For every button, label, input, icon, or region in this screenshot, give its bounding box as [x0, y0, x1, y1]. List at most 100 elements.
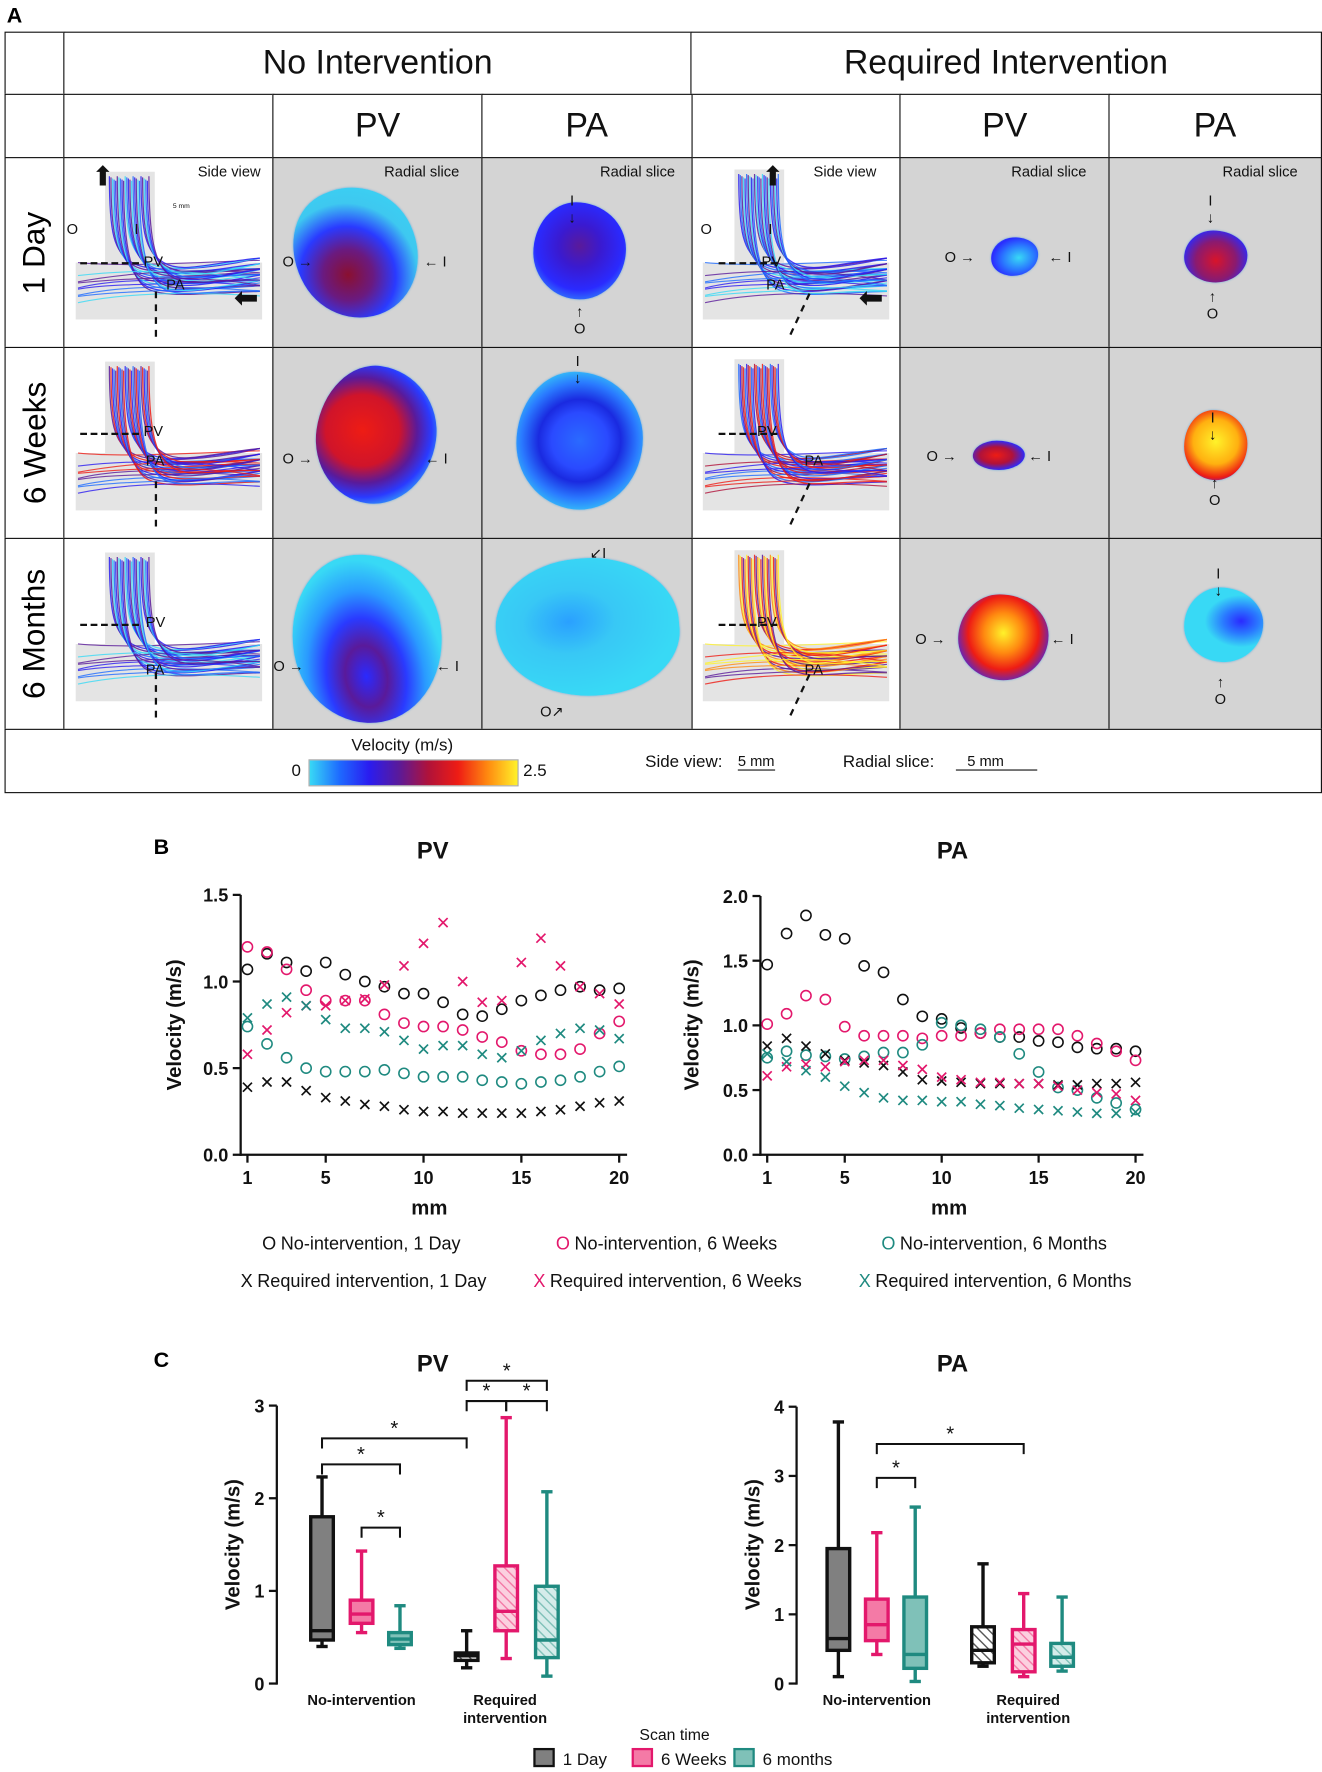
arrow-icon: → [956, 248, 975, 266]
data-point-cross [1033, 1078, 1044, 1089]
significance-bracket [321, 1463, 402, 1475]
x-tick-label: 10 [413, 1168, 433, 1188]
data-point-circle [300, 1062, 313, 1075]
circle-marker-icon: O [262, 1234, 277, 1255]
inlet-arrow-label: ← I [1049, 249, 1072, 266]
column-header-pa: PA [481, 93, 693, 159]
data-point-circle [916, 1010, 929, 1023]
data-point-circle [800, 909, 812, 922]
data-point-circle [897, 1046, 909, 1059]
side-view-cell: PV PA [690, 537, 902, 731]
y-tick-label: 3 [774, 1467, 784, 1487]
data-point-circle [574, 1070, 586, 1083]
outlet-arrow-label: ↑ O [574, 303, 585, 337]
data-point-cross [762, 1040, 773, 1052]
arrow-letter: O [1214, 690, 1227, 708]
data-point-cross [878, 1092, 889, 1103]
velocity-radial-slice [1184, 230, 1248, 283]
pa-section-line [154, 672, 158, 718]
streamline [127, 368, 260, 465]
arrow-icon: ← [436, 657, 455, 675]
data-point-circle [1071, 1029, 1084, 1042]
streamline [769, 174, 888, 269]
streamline [772, 557, 888, 657]
data-point-cross [762, 1048, 773, 1059]
data-point-cross [340, 1095, 351, 1107]
side-view-label: Side view [197, 162, 261, 180]
data-point-cross [516, 957, 527, 968]
x-tick-label: 15 [1029, 1168, 1049, 1188]
colorbar-title: Velocity (m/s) [351, 735, 454, 755]
data-point-circle [593, 984, 606, 997]
panel-letter-b: B [153, 836, 170, 860]
column-header-pa: PA [1108, 93, 1322, 159]
velocity-radial-slice [533, 202, 626, 300]
arrow-letter: O [915, 630, 927, 648]
data-point-circle [241, 940, 254, 953]
data-point-circle [897, 993, 909, 1006]
pa-section-label: PA [766, 275, 785, 293]
inlet-arrow-label: ← I [424, 253, 447, 270]
box-iqr [970, 1625, 997, 1665]
arrow-letter: I [1210, 409, 1215, 426]
data-point-circle [993, 1031, 1006, 1043]
streamline [738, 554, 888, 652]
arrow-icon: ↙ [589, 544, 603, 562]
velocity-radial-slice [1184, 410, 1248, 481]
data-point-cross [936, 1096, 947, 1107]
data-point-circle [554, 1048, 567, 1061]
data-point-cross [614, 1033, 625, 1044]
data-point-circle [554, 984, 567, 997]
pv-section-line [80, 432, 139, 436]
inlet-arrow-label: ← I [1051, 630, 1074, 647]
side-view-cell: PV PA [63, 537, 275, 731]
velocity-radial-slice [958, 594, 1049, 681]
data-point-cross [437, 917, 449, 928]
significance-star: * [946, 1424, 954, 1446]
data-point-circle [974, 1023, 987, 1036]
flow-direction-arrow-icon: ⬆ [91, 161, 115, 193]
arrow-letter: I [1046, 447, 1052, 465]
legend-item: O No-intervention, 1 Day [262, 1235, 460, 1255]
streamline-image [75, 552, 263, 702]
pv-section-label: PV [757, 422, 777, 440]
streamline [704, 292, 888, 304]
streamline [77, 658, 260, 668]
streamline [146, 180, 260, 281]
inlet-arrow-label: I ↓ [1209, 409, 1216, 443]
data-point-circle [1071, 1041, 1084, 1054]
outlet-arrow-label: O → [282, 450, 312, 467]
data-point-circle [1110, 1097, 1123, 1109]
data-point-cross [1091, 1078, 1102, 1089]
data-point-cross [917, 1064, 928, 1075]
y-axis-label: Velocity (m/s) [742, 1479, 764, 1610]
streamline [753, 554, 888, 651]
arrow-letter: O [282, 253, 294, 271]
data-point-circle [515, 1077, 528, 1090]
data-point-cross [839, 1081, 850, 1092]
data-point-circle [935, 1013, 948, 1025]
streamline [143, 559, 261, 657]
streamline-image [702, 359, 890, 511]
arrow-icon: ↓ [1206, 209, 1215, 226]
arrow-icon: ↑ [1216, 673, 1225, 691]
pv-section-line [718, 432, 778, 436]
data-point-cross [614, 998, 625, 1010]
data-point-circle [476, 1031, 489, 1043]
data-point-circle [280, 1051, 293, 1064]
velocity-radial-slice [1184, 587, 1264, 663]
data-point-circle [593, 1027, 606, 1040]
y-tick-label: 2 [774, 1536, 784, 1556]
column-header-pv: PV [899, 93, 1111, 159]
legend-swatch [733, 1747, 755, 1768]
streamline [130, 561, 261, 663]
data-point-circle [916, 1038, 929, 1051]
outlet-arrow-label: O↗ [540, 703, 564, 720]
data-point-cross [594, 1097, 605, 1108]
chart-title: PA [937, 839, 968, 865]
streamline [704, 483, 888, 494]
data-point-cross [496, 1108, 507, 1119]
data-point-circle [838, 1053, 851, 1065]
data-point-circle [1129, 1054, 1142, 1067]
